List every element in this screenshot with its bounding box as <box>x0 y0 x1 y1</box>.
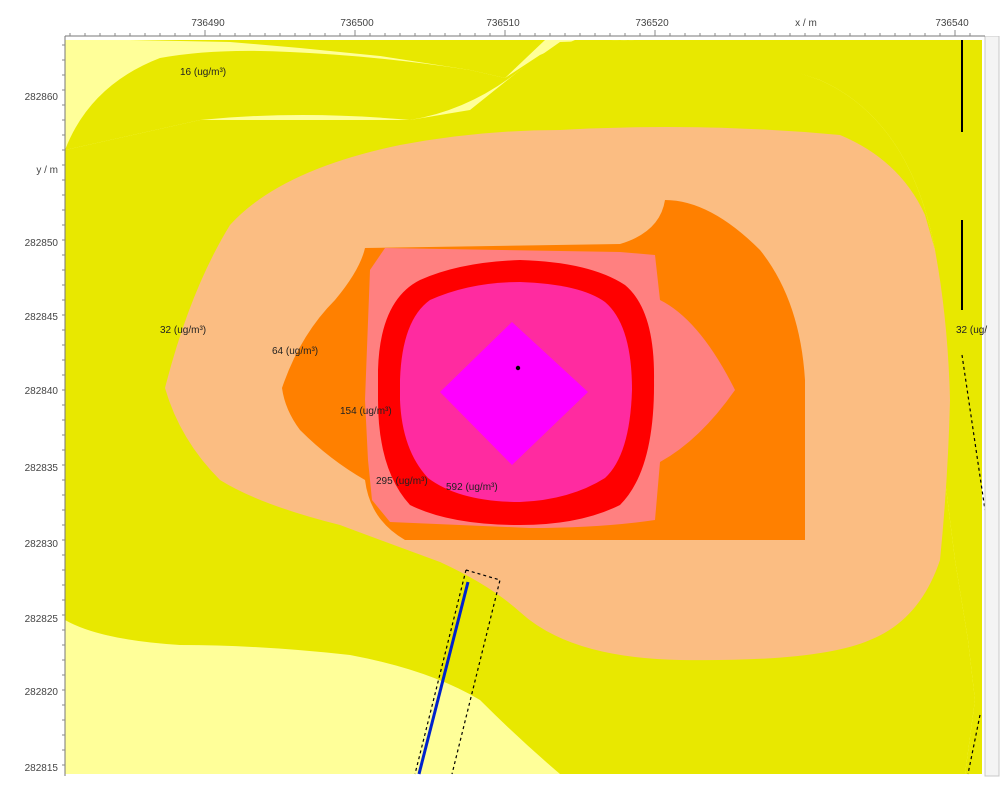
y-tick-label: 282825 <box>25 614 59 625</box>
contour-label-295: 295 (ug/m³) <box>376 476 428 487</box>
x-axis-ticks <box>69 30 971 36</box>
x-tick-label: 736510 <box>486 18 520 29</box>
y-tick-label: 282840 <box>25 386 59 397</box>
contour-region-peak <box>440 322 588 465</box>
line-source-outline <box>414 569 501 775</box>
boundary-dashed-line <box>961 354 986 511</box>
y-tick-label: 282860 <box>25 92 59 103</box>
contour-label-64: 64 (ug/m³) <box>272 346 318 357</box>
y-tick-label: 282820 <box>25 687 59 698</box>
y-tick-label: 282830 <box>25 539 59 550</box>
contour-label-592: 592 (ug/m³) <box>446 482 498 493</box>
y-tick-label: 282850 <box>25 238 59 249</box>
y-axis-ticks <box>62 44 65 766</box>
x-tick-label: 736540 <box>935 18 969 29</box>
contour-label-32-right: 32 (ug/ <box>956 325 987 336</box>
y-tick-label: 282835 <box>25 463 59 474</box>
y-tick-label: 282815 <box>25 763 59 774</box>
y-axis-title: y / m <box>36 165 58 176</box>
contour-label-16: 16 (ug/m³) <box>180 67 226 78</box>
left-axis-strip <box>0 36 65 782</box>
boundary-dashed-line-bottom <box>967 714 981 775</box>
y-tick-label: 282845 <box>25 312 59 323</box>
scrollbar-track[interactable] <box>984 35 1000 777</box>
x-axis-title: x / m <box>795 18 817 29</box>
contour-label-32: 32 (ug/m³) <box>160 325 206 336</box>
contour-region-16 <box>130 40 545 78</box>
x-tick-label: 736520 <box>635 18 669 29</box>
point-source-marker <box>515 365 521 371</box>
top-axis-strip <box>0 0 1000 36</box>
x-tick-label: 736490 <box>191 18 225 29</box>
contour-label-154: 154 (ug/m³) <box>340 406 392 417</box>
contour-region-16-main <box>65 40 982 774</box>
line-source <box>417 581 470 775</box>
x-tick-label: 736500 <box>340 18 374 29</box>
